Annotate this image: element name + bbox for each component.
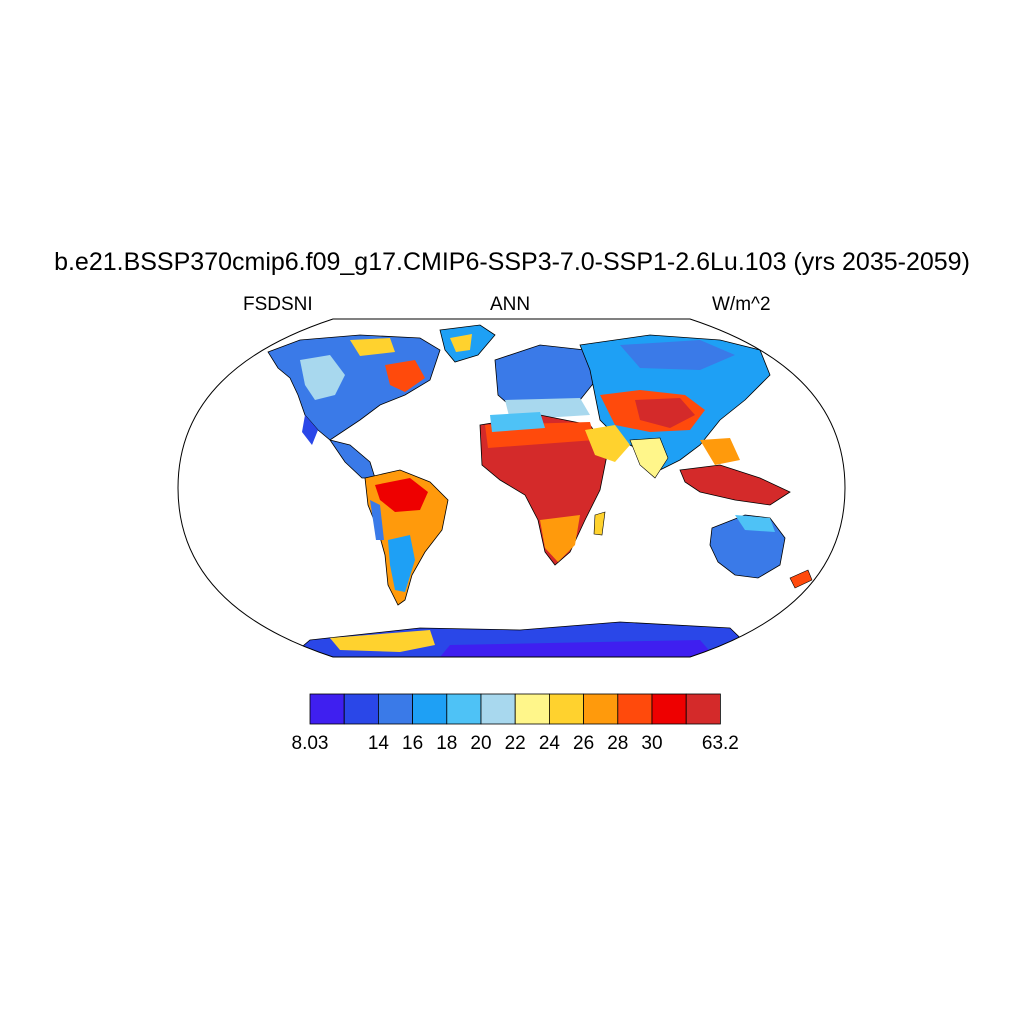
colorbar-bin	[412, 693, 448, 725]
colorbar-bin	[583, 693, 619, 725]
colorbar-tick-label: 63.2	[701, 733, 739, 754]
hudson-warm	[385, 360, 425, 392]
colorbar-bin	[343, 693, 379, 725]
colorbar-bin	[309, 693, 345, 725]
colorbar-tick-label: 14	[367, 733, 389, 754]
colorbar-tick-label: 30	[641, 733, 663, 754]
amazon-hot	[375, 478, 428, 512]
south-america-south	[388, 535, 415, 592]
se-asia	[700, 438, 740, 465]
antarctica-inner	[440, 640, 715, 657]
antarctic-peninsula-warm	[330, 630, 435, 652]
north-america-band	[300, 355, 345, 400]
maritime-continent	[679, 464, 791, 506]
colorbar-bin	[514, 693, 550, 725]
greenland-warm	[450, 334, 472, 352]
arabia-hot	[585, 425, 630, 462]
colorbar-bin	[480, 693, 516, 725]
colorbar-tick-label: 8.03	[291, 733, 329, 754]
south-africa	[540, 515, 580, 562]
colorbar-bin	[446, 693, 482, 725]
colorbar-bin	[549, 693, 585, 725]
colorbar-tick-label: 26	[573, 733, 595, 754]
colorbar-bin	[651, 693, 687, 725]
colorbar-tick-label: 18	[436, 733, 458, 754]
colorbar-tick-label: 22	[504, 733, 526, 754]
new-zealand	[789, 569, 813, 589]
andes-cool	[370, 500, 384, 540]
variable-label: FSDSNI	[243, 294, 313, 315]
arctic-na-warm	[350, 338, 395, 356]
colorbar-tick-label: 24	[538, 733, 560, 754]
west-us	[302, 415, 318, 445]
plot-title: b.e21.BSSP370cmip6.f09_g17.CMIP6-SSP3-7.…	[54, 248, 970, 276]
north-africa-cool	[490, 412, 545, 432]
colorbar-bin	[377, 693, 413, 725]
colorbar-tick-label: 16	[402, 733, 424, 754]
india-region	[629, 437, 669, 479]
season-label: ANN	[490, 294, 531, 315]
colorbar-bin	[685, 693, 721, 725]
australia-north	[735, 515, 775, 532]
map-boundary	[177, 318, 846, 658]
tibet-hot	[635, 398, 695, 428]
colorbar-tick-label: 28	[607, 733, 629, 754]
colorbar-bin	[617, 693, 653, 725]
madagascar	[593, 511, 606, 536]
units-label: W/m^2	[712, 294, 771, 315]
siberia-cool	[620, 340, 735, 370]
colorbar-tick-label: 20	[470, 733, 492, 754]
